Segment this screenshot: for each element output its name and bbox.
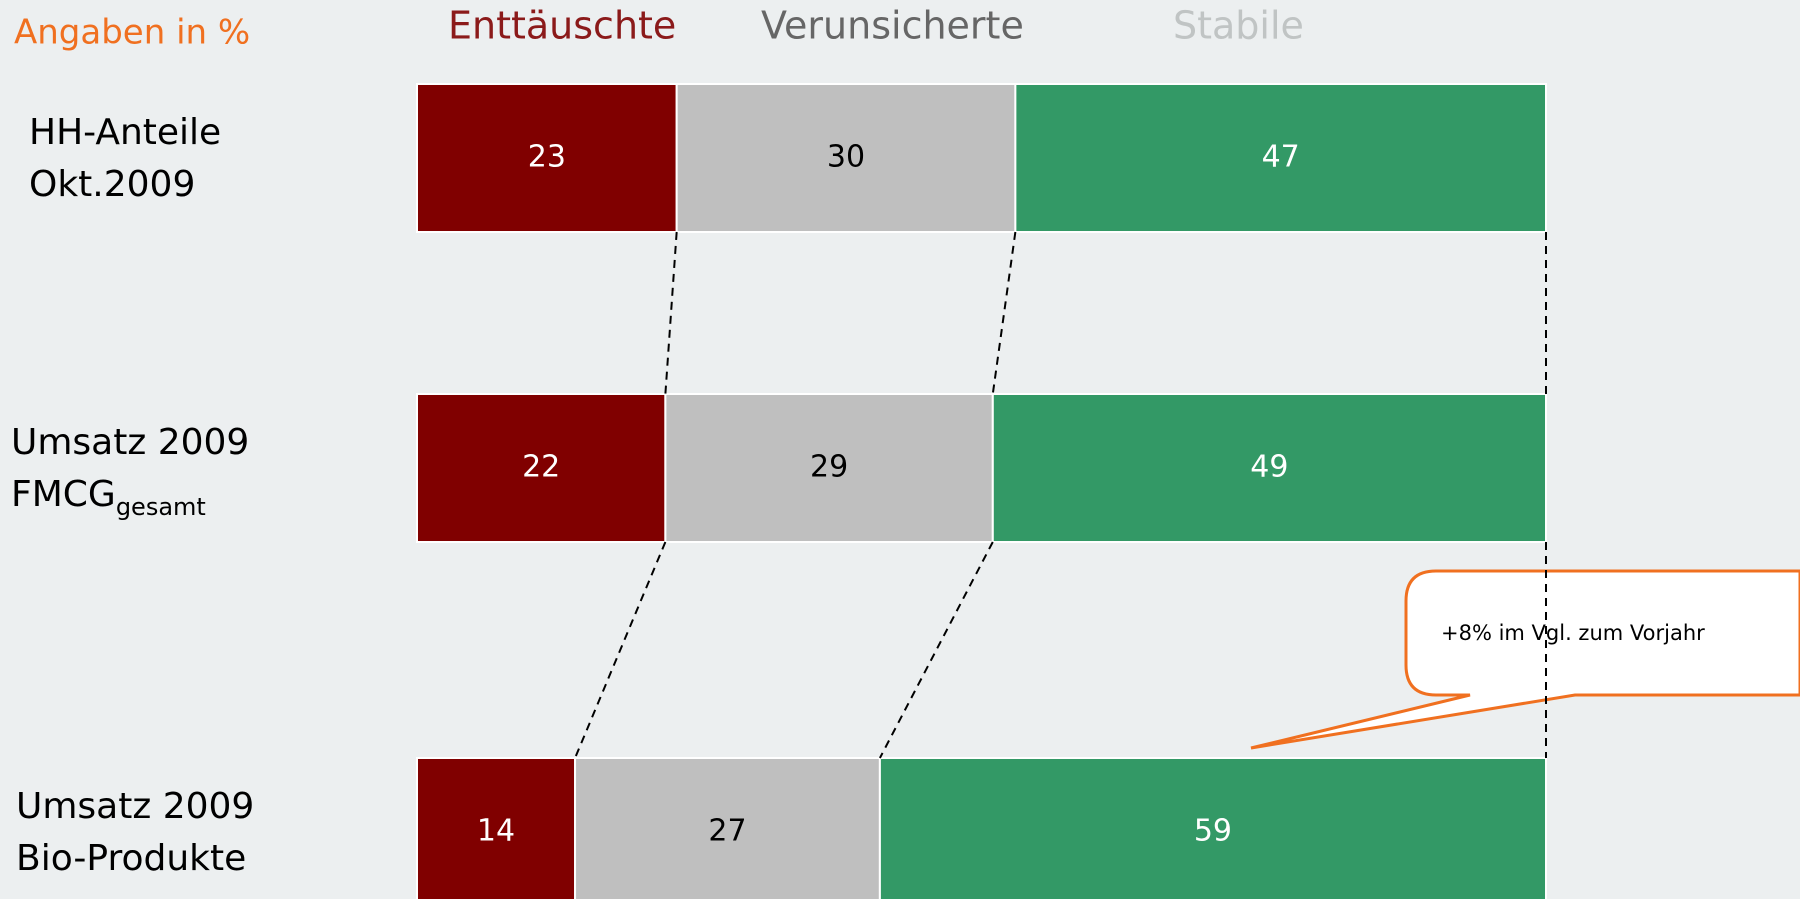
category-label: Umsatz 2009 — [16, 786, 254, 827]
bar-segment — [878, 757, 1547, 899]
data-label: 30 — [827, 140, 865, 175]
legend-label: Verunsicherte — [761, 4, 1024, 48]
bar-segment — [416, 83, 678, 233]
connector — [664, 231, 678, 395]
category-label: Bio-Produkte — [16, 838, 246, 879]
legend-label: Enttäuschte — [448, 4, 676, 48]
legend-label: Stabile — [1173, 4, 1304, 48]
category-label-sub: gesamt — [116, 493, 206, 521]
connector — [574, 541, 667, 759]
data-label: 22 — [522, 450, 560, 485]
data-label: 23 — [528, 140, 566, 175]
connector — [991, 231, 1017, 395]
callout-text: +8% im Vgl. zum Vorjahr — [1441, 621, 1705, 645]
bar-segment — [416, 757, 577, 899]
callout-bubble — [1250, 569, 1800, 750]
category-label: HH-Anteile — [29, 112, 221, 153]
category-label-main: FMCG — [11, 474, 116, 515]
data-label: 49 — [1250, 450, 1288, 485]
data-label: 27 — [708, 814, 746, 849]
connector — [879, 541, 994, 759]
category-label: Umsatz 2009 — [11, 422, 249, 463]
bar-segment — [991, 393, 1547, 543]
data-label: 47 — [1262, 140, 1300, 175]
data-label: 59 — [1194, 814, 1232, 849]
callout: +8% im Vgl. zum Vorjahr — [1250, 569, 1800, 750]
category-label: FMCGgesamt — [11, 474, 206, 521]
data-label: 14 — [477, 814, 515, 849]
bar-segment — [1014, 83, 1547, 233]
unit-label: Angaben in % — [14, 13, 250, 53]
bar-segment — [675, 83, 1017, 233]
bar-segment — [416, 393, 667, 543]
data-label: 29 — [810, 450, 848, 485]
bar-segment — [664, 393, 994, 543]
category-label: Okt.2009 — [29, 164, 195, 205]
